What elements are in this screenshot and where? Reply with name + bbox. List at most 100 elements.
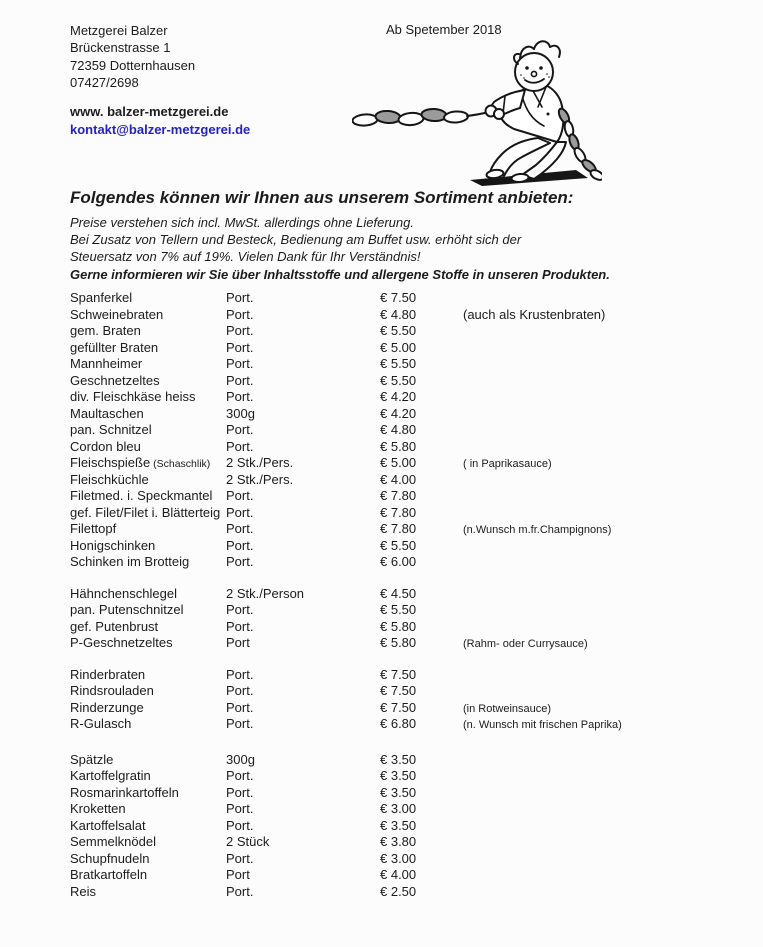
item-portion: 2 Stk./Pers. — [226, 455, 294, 470]
item-name: Geschnetzeltes — [70, 372, 160, 388]
menu-item-row: Hähnchenschlegel 2 Stk./Person € 4.50 — [70, 586, 730, 603]
item-portion: Port. — [226, 521, 254, 536]
item-price: € 5.80 — [380, 635, 417, 650]
item-portion: 2 Stk./Person — [226, 585, 305, 601]
intro-block: Folgendes können wir Ihnen aus unserem S… — [70, 188, 710, 283]
business-name: Metzgerei Balzer — [70, 23, 168, 38]
item-name: Rinderzunge — [70, 699, 144, 715]
street-address: Brückenstrasse 1 — [70, 40, 171, 56]
item-name: Spanferkel — [70, 290, 133, 305]
item-portion: Port. — [226, 666, 254, 682]
item-portion: Port. — [226, 768, 254, 783]
menu-item-row: Schupfnudeln Port. € 3.00 — [70, 851, 730, 868]
menu-section-2: Hähnchenschlegel 2 Stk./Person € 4.50 pa… — [70, 586, 730, 652]
menu-item-row: div. Fleischkäse heiss Port. € 4.20 — [70, 389, 730, 406]
item-price: € 7.50 — [380, 699, 417, 715]
item-name: Hähnchenschlegel — [70, 585, 177, 601]
item-name: P-Geschnetzeltes — [70, 635, 173, 650]
item-name: Fleischspieße (Schaschlik) — [70, 455, 211, 470]
menu-item-row: Kroketten Port. € 3.00 — [70, 801, 730, 818]
menu-item-row: Kartoffelgratin Port. € 3.50 — [70, 768, 730, 785]
sortiment-title: Folgendes können wir Ihnen aus unserem S… — [70, 188, 574, 207]
menu-item-row: Cordon bleu Port. € 5.80 — [70, 439, 730, 456]
item-portion: Port. — [226, 817, 254, 833]
item-price: € 5.50 — [380, 323, 417, 338]
item-price: € 5.50 — [380, 537, 417, 553]
item-name: Kroketten — [70, 801, 126, 816]
menu-item-row: Mannheimer Port. € 5.50 — [70, 356, 730, 373]
item-portion: Port. — [226, 339, 254, 355]
contact-links: www. balzer-metzgerei.de kontakt@balzer-… — [70, 103, 250, 138]
item-portion: Port. — [226, 716, 254, 731]
item-name: Maultaschen — [70, 405, 144, 421]
item-price: € 7.50 — [380, 666, 417, 682]
item-price: € 4.80 — [380, 422, 417, 437]
menu-item-row: R-Gulasch Port. € 6.80 (n. Wunsch mit fr… — [70, 716, 730, 733]
item-price: € 4.00 — [380, 471, 417, 487]
menu-section-4: Spätzle 300g € 3.50 Kartoffelgratin Port… — [70, 752, 730, 901]
item-portion: Port. — [226, 602, 254, 617]
email-link[interactable]: kontakt@balzer-metzgerei.de — [70, 121, 251, 137]
item-portion: Port. — [226, 850, 254, 866]
item-price: € 4.80 — [380, 306, 417, 322]
item-portion: Port. — [226, 356, 254, 371]
item-portion: Port. — [226, 488, 254, 503]
item-portion: Port. — [226, 438, 254, 454]
item-price: € 3.50 — [380, 768, 417, 783]
menu-item-row: Rindsrouladen Port. € 7.50 — [70, 683, 730, 700]
item-portion: Port. — [226, 389, 254, 404]
item-portion: Port. — [226, 554, 254, 569]
menu-item-row: Spanferkel Port. € 7.50 — [70, 290, 730, 307]
item-price: € 3.50 — [380, 751, 417, 767]
item-price: € 5.50 — [380, 602, 417, 617]
item-portion: Port. — [226, 306, 254, 322]
item-portion: Port. — [226, 422, 254, 437]
item-name: Fleischküchle — [70, 471, 149, 487]
item-name: Kartoffelsalat — [70, 817, 146, 833]
item-price: € 5.80 — [380, 618, 417, 634]
item-name: Mannheimer — [70, 356, 143, 371]
item-note: (n.Wunsch m.fr.Champignons) — [463, 524, 612, 536]
menu-item-row: gef. Filet/Filet i. Blätterteig Port. € … — [70, 505, 730, 522]
menu-item-row: Schinken im Brotteig Port. € 6.00 — [70, 554, 730, 571]
menu-item-row: Rinderbraten Port. € 7.50 — [70, 667, 730, 684]
item-name: pan. Schnitzel — [70, 422, 152, 437]
item-price: € 4.00 — [380, 867, 417, 882]
item-name: gefüllter Braten — [70, 339, 159, 355]
intro-line-3: Steuersatz von 7% auf 19%. Vielen Dank f… — [70, 249, 421, 265]
item-portion: 2 Stück — [226, 834, 270, 849]
item-name: gem. Braten — [70, 323, 141, 338]
item-price: € 5.00 — [380, 455, 417, 470]
menu-section-3: Rinderbraten Port. € 7.50 Rindsrouladen … — [70, 667, 730, 733]
item-price: € 6.80 — [380, 716, 417, 731]
item-price: € 5.80 — [380, 438, 417, 454]
menu-item-row: Kartoffelsalat Port. € 3.50 — [70, 818, 730, 835]
item-name: Semmelknödel — [70, 834, 156, 849]
item-price: € 7.80 — [380, 488, 417, 503]
item-portion: 300g — [226, 405, 255, 421]
website-url: www. balzer-metzgerei.de — [70, 104, 229, 119]
item-name-suffix: (Schaschlik) — [150, 458, 211, 470]
item-name: gef. Putenbrust — [70, 618, 159, 634]
item-name: Filetmed. i. Speckmantel — [70, 488, 213, 503]
menu: Spanferkel Port. € 7.50 Schweinebraten P… — [70, 290, 730, 900]
item-price: € 3.80 — [380, 834, 417, 849]
item-portion: Port — [226, 867, 250, 882]
menu-item-row: Semmelknödel 2 Stück € 3.80 — [70, 834, 730, 851]
menu-item-row: Filettopf Port. € 7.80 (n.Wunsch m.fr.Ch… — [70, 521, 730, 538]
item-portion: Port. — [226, 504, 254, 520]
menu-item-row: Bratkartoffeln Port € 4.00 — [70, 867, 730, 884]
menu-item-row: Reis Port. € 2.50 — [70, 884, 730, 901]
item-portion: 300g — [226, 751, 255, 767]
address-block: Metzgerei Balzer Brückenstrasse 1 72359 … — [70, 22, 195, 91]
item-name: Bratkartoffeln — [70, 867, 148, 882]
item-portion: Port. — [226, 784, 254, 800]
item-price: € 5.50 — [380, 372, 417, 388]
menu-item-row: gefüllter Braten Port. € 5.00 — [70, 340, 730, 357]
item-price: € 3.50 — [380, 784, 417, 800]
item-price: € 3.00 — [380, 801, 417, 816]
menu-item-row: Geschnetzeltes Port. € 5.50 — [70, 373, 730, 390]
menu-item-row: Honigschinken Port. € 5.50 — [70, 538, 730, 555]
item-portion: Port. — [226, 290, 254, 305]
